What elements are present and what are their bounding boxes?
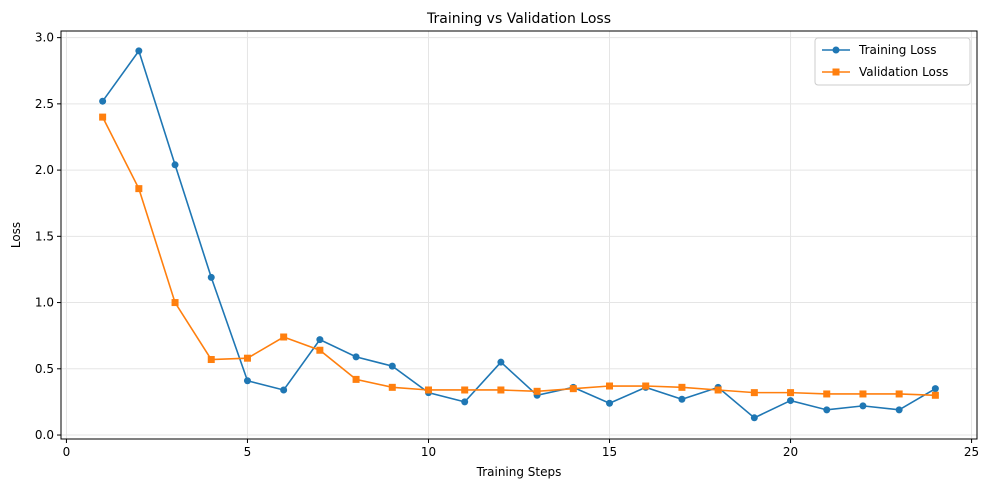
x-tick-label: 20 [783, 445, 798, 459]
data-point-1 [606, 382, 614, 390]
data-point-1 [931, 391, 939, 399]
y-tick-label: 2.5 [35, 97, 54, 111]
y-tick-label: 0.0 [35, 428, 54, 442]
x-tick-label: 25 [964, 445, 979, 459]
data-point-1 [388, 383, 396, 391]
data-point-1 [352, 375, 360, 383]
y-tick-label: 1.0 [35, 296, 54, 310]
legend-label: Training Loss [858, 43, 936, 57]
data-point-0 [823, 406, 831, 414]
data-point-0 [99, 97, 107, 105]
x-tick-label: 0 [63, 445, 71, 459]
legend: Training Loss Validation Loss [814, 37, 971, 86]
data-point-1 [461, 386, 469, 394]
y-axis-label: Loss [9, 222, 23, 248]
data-point-0 [497, 358, 505, 366]
data-point-0 [859, 402, 867, 410]
data-point-1 [171, 299, 179, 307]
data-point-0 [316, 336, 324, 344]
data-point-1 [243, 354, 251, 362]
data-point-0 [135, 47, 143, 55]
data-point-1 [99, 113, 107, 121]
data-point-0 [931, 385, 939, 393]
data-point-0 [678, 395, 686, 403]
data-point-1 [642, 382, 650, 390]
x-tick-label: 5 [244, 445, 252, 459]
data-point-0 [750, 414, 758, 422]
series-line-0 [101, 49, 936, 419]
y-tick-label: 0.5 [35, 362, 54, 376]
data-point-1 [280, 333, 288, 341]
data-point-1 [714, 386, 722, 394]
data-point-1 [207, 356, 215, 364]
data-point-1 [533, 387, 541, 395]
data-point-0 [280, 386, 288, 394]
series-line-1 [101, 116, 936, 397]
x-tick-label: 10 [421, 445, 436, 459]
y-tick-label: 3.0 [35, 31, 54, 45]
data-point-0 [895, 406, 903, 414]
data-point-0 [352, 353, 360, 361]
data-point-1 [787, 389, 795, 397]
data-point-0 [461, 398, 469, 406]
data-point-0 [171, 161, 179, 169]
data-point-0 [243, 377, 251, 385]
chart-title: Training vs Validation Loss [426, 11, 611, 27]
data-point-1 [316, 346, 324, 354]
data-point-1 [135, 185, 143, 193]
data-point-1 [497, 386, 505, 394]
y-tick-label: 1.5 [35, 229, 54, 243]
legend-marker [832, 68, 840, 76]
data-point-1 [569, 385, 577, 393]
legend-marker [832, 46, 840, 54]
data-point-1 [823, 390, 831, 398]
data-point-1 [750, 389, 758, 397]
data-point-1 [895, 390, 903, 398]
plot-frame [60, 30, 978, 440]
data-point-0 [388, 362, 396, 370]
data-point-0 [207, 273, 215, 281]
data-point-0 [787, 397, 795, 405]
legend-box [814, 37, 971, 86]
x-axis-label: Training Steps [476, 465, 562, 479]
data-point-1 [678, 383, 686, 391]
data-point-1 [859, 390, 867, 398]
x-tick-label: 15 [602, 445, 617, 459]
legend-label: Validation Loss [859, 65, 948, 79]
y-tick-label: 2.0 [35, 163, 54, 177]
data-point-0 [606, 399, 614, 407]
data-point-1 [424, 386, 432, 394]
